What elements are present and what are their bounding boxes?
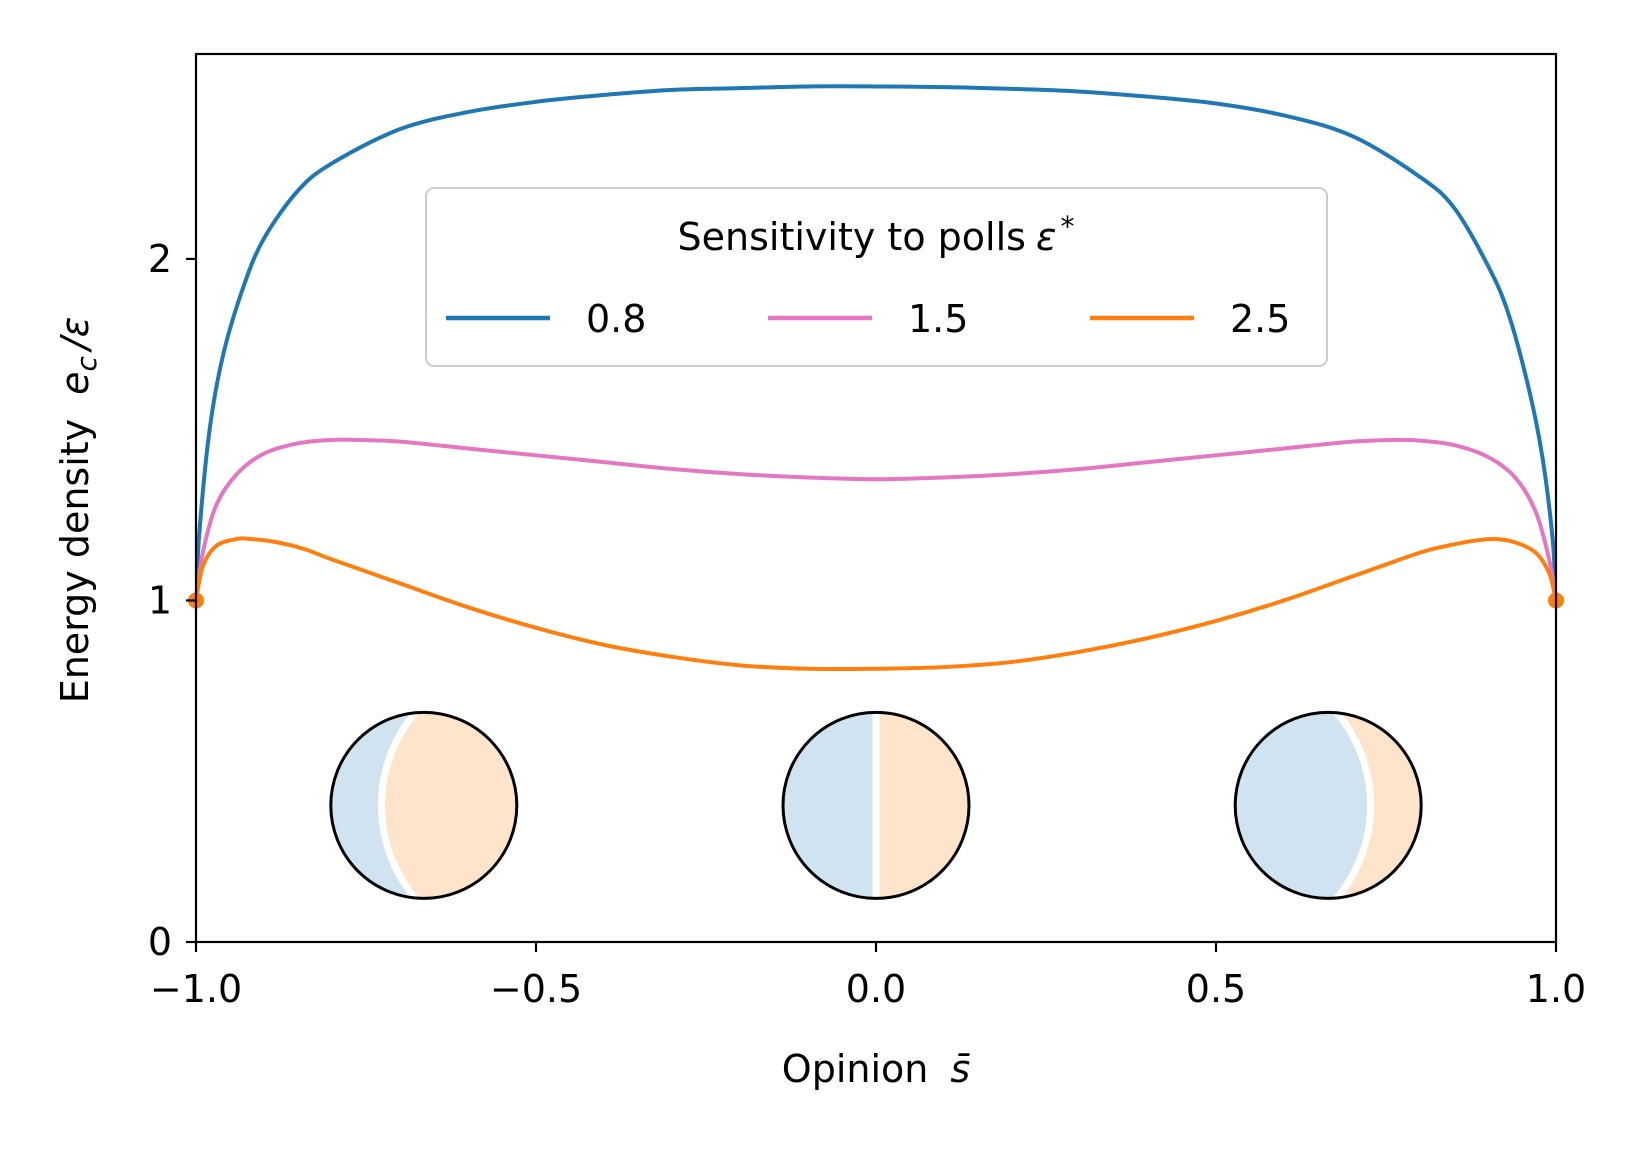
inset-outline — [781, 710, 971, 900]
legend-label-0-8: 0.8 — [586, 297, 646, 341]
x-tick-label: −1.0 — [150, 967, 242, 1011]
legend-title: Sensitivity to polls ε * — [678, 210, 1075, 259]
series-line-2-5 — [196, 536, 1556, 672]
inset-half-half — [781, 710, 971, 900]
series-line-0-8 — [196, 84, 1556, 603]
x-tick-label: 0.0 — [846, 967, 906, 1011]
y-tick-label: 0 — [148, 920, 172, 964]
legend-label-2-5: 2.5 — [1230, 297, 1290, 341]
y-axis-label: Energy densityec/ε — [53, 317, 103, 704]
inset-boundary — [377, 712, 517, 899]
inset-diagrams — [329, 710, 1423, 900]
inset-mostly-orange — [329, 710, 519, 900]
x-tick-label: −0.5 — [490, 967, 582, 1011]
x-tick-label: 1.0 — [1526, 967, 1586, 1011]
inset-mostly-blue — [1233, 710, 1423, 900]
series-line-1-5 — [196, 437, 1556, 603]
legend-label-1-5: 1.5 — [908, 297, 968, 341]
y-axis-ticks: 0 1 2 — [148, 237, 196, 964]
inset-outline — [1233, 710, 1423, 900]
endpoint-markers — [188, 592, 1564, 609]
x-axis-ticks: −1.0 −0.5 0.0 0.5 1.0 — [150, 942, 1586, 1011]
inset-outline — [329, 710, 519, 900]
series-lines — [196, 84, 1556, 672]
inset-boundary — [1235, 712, 1375, 899]
x-tick-label: 0.5 — [1186, 967, 1246, 1011]
x-axis-label: Opinion s̄ — [782, 1047, 970, 1091]
inset-blue-region — [783, 712, 876, 899]
legend-entries: 0.8 1.5 2.5 — [446, 297, 1290, 341]
y-tick-label: 2 — [148, 237, 172, 281]
legend-box — [425, 187, 1328, 367]
legend: Sensitivity to polls ε * 0.8 1.5 2.5 — [425, 187, 1328, 367]
y-tick-label: 1 — [148, 578, 172, 622]
